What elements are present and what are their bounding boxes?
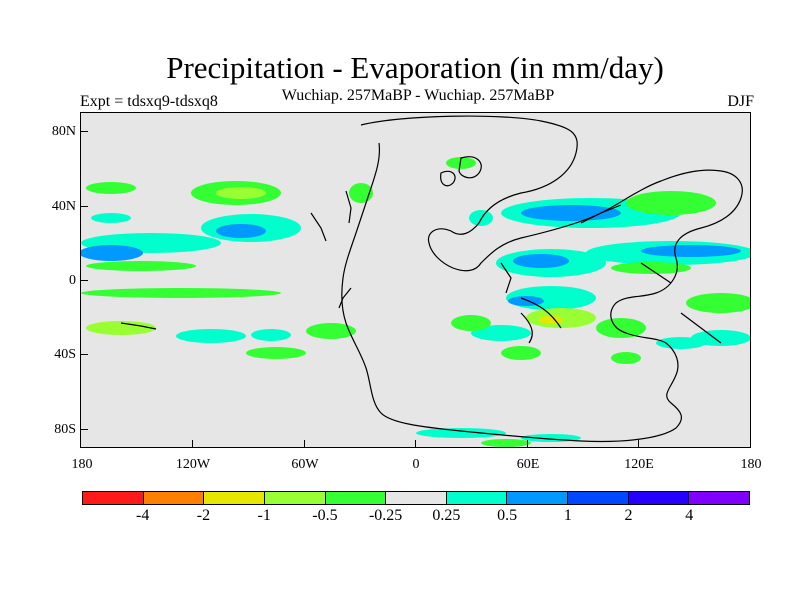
colorbar-label: -1 xyxy=(257,507,271,524)
colorbar-cell xyxy=(507,492,569,504)
y-tick-mark xyxy=(80,429,88,430)
x-tick-0: 0 xyxy=(412,457,420,472)
plot-title: Precipitation - Evaporation (in mm/day) xyxy=(166,50,664,85)
colorbar-label: -2 xyxy=(196,507,211,524)
y-tick-mark xyxy=(80,206,88,207)
colorbar-cell xyxy=(143,492,205,504)
y-tick-80n: 80N xyxy=(51,124,76,139)
colorbar-cell xyxy=(264,492,326,504)
colorbar-label: 4 xyxy=(685,507,694,524)
colorbar-cell xyxy=(386,492,447,504)
x-tick-mark xyxy=(527,440,528,448)
coastlines xyxy=(120,115,743,443)
y-tick-mark xyxy=(80,354,88,355)
positive-anomaly-patches xyxy=(81,198,750,442)
x-tick-mark xyxy=(638,440,639,448)
colorbar-label: 2 xyxy=(624,507,633,524)
y-tick-40s: 40S xyxy=(54,347,76,362)
x-tick-mark xyxy=(192,440,193,448)
x-tick-mark xyxy=(304,440,305,448)
experiment-label: Expt = tdsxq9-tdsxq8 xyxy=(80,93,218,110)
colorbar-cell xyxy=(689,492,750,504)
colorbar-cell xyxy=(325,492,387,504)
y-tick-40n: 40N xyxy=(51,199,76,214)
colorbar-label: 1 xyxy=(563,507,572,524)
colorbar-cell xyxy=(204,492,265,504)
colorbar xyxy=(82,491,750,505)
x-tick-180w: 180 xyxy=(71,457,93,472)
y-tick-0: 0 xyxy=(69,273,76,288)
colorbar-label: -0.25 xyxy=(368,507,403,524)
y-tick-80s: 80S xyxy=(54,422,76,437)
x-tick-mark xyxy=(415,440,416,448)
colorbar-label: -4 xyxy=(136,507,150,524)
x-tick-120e: 120E xyxy=(624,457,654,472)
map-field-svg xyxy=(81,115,750,447)
x-tick-60e: 60E xyxy=(516,457,540,472)
colorbar-label: 0.5 xyxy=(497,507,518,524)
plot-subtitle: Wuchiap. 257MaBP - Wuchiap. 257MaBP xyxy=(281,87,555,104)
colorbar-label: 0.25 xyxy=(432,507,461,524)
map-panel xyxy=(80,112,751,448)
colorbar-cell xyxy=(568,492,629,504)
season-label: DJF xyxy=(727,93,754,110)
x-tick-180e: 180 xyxy=(740,457,762,472)
x-tick-120w: 120W xyxy=(175,457,211,472)
negative-anomaly-patches xyxy=(81,157,750,447)
colorbar-label: -0.5 xyxy=(312,507,338,524)
y-tick-mark xyxy=(80,280,88,281)
y-tick-mark xyxy=(80,131,88,132)
x-tick-60w: 60W xyxy=(291,457,319,472)
colorbar-cell xyxy=(446,492,508,504)
colorbar-cell xyxy=(83,492,144,504)
colorbar-cell xyxy=(628,492,690,504)
